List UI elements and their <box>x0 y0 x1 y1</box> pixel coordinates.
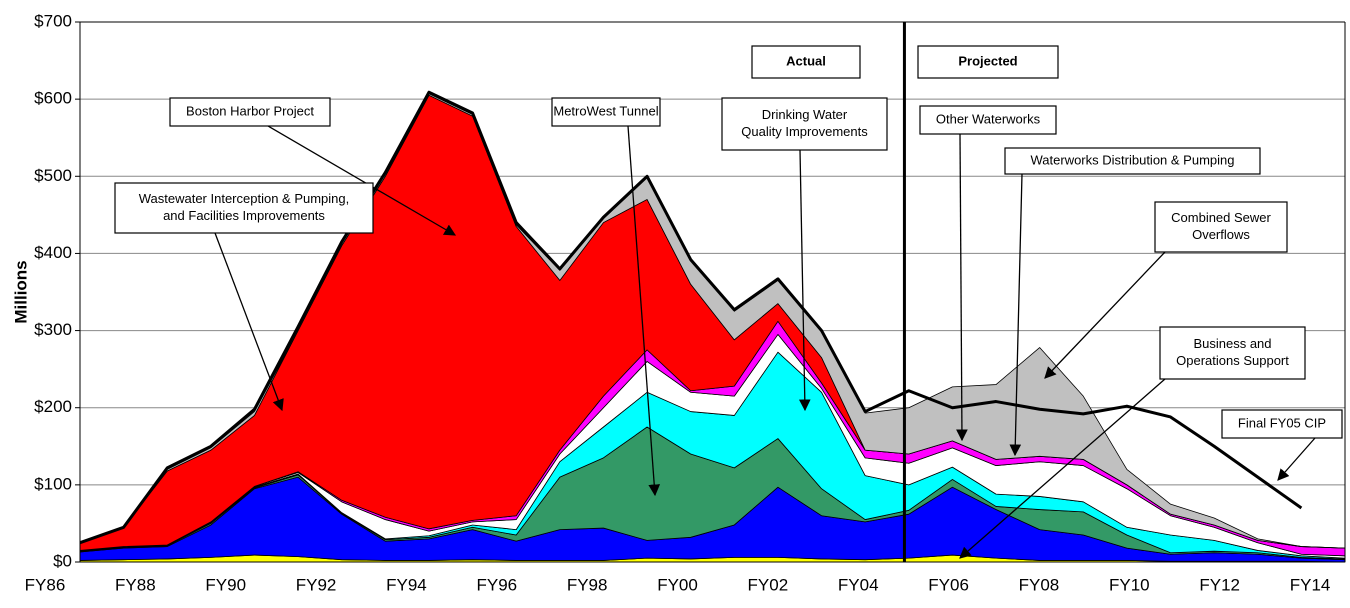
y-tick-label: $500 <box>34 166 72 185</box>
y-tick-label: $700 <box>34 11 72 30</box>
x-tick-label: FY04 <box>838 575 879 594</box>
x-tick-label: FY94 <box>386 575 427 594</box>
x-tick-label: FY08 <box>1019 575 1060 594</box>
x-tick-label: FY90 <box>205 575 246 594</box>
y-axis-title: Millions <box>11 260 30 323</box>
x-tick-label: FY10 <box>1109 575 1150 594</box>
y-tick-label: $300 <box>34 320 72 339</box>
total-line <box>79 90 1303 545</box>
annotation-box <box>114 182 374 234</box>
annotation-text: Final FY05 CIP <box>1238 415 1326 430</box>
annotation-box <box>751 45 861 79</box>
annotation-text: and Facilities Improvements <box>163 208 325 223</box>
annotation-text: Business and <box>1193 336 1271 351</box>
annotation-text: Other Waterworks <box>936 111 1041 126</box>
annotation-box <box>1004 147 1261 175</box>
x-tick-label: FY86 <box>25 575 66 594</box>
annotation-box <box>1154 201 1288 253</box>
y-tick-label: $600 <box>34 89 72 108</box>
annotation-box <box>919 105 1057 135</box>
annotation-text: MetroWest Tunnel <box>553 103 658 118</box>
y-tick-label: $400 <box>34 243 72 262</box>
annotation-arrow <box>627 125 661 497</box>
x-tick-label: FY12 <box>1199 575 1240 594</box>
annotation-text: Projected <box>958 53 1017 68</box>
annotation-arrow <box>959 378 1166 559</box>
annotation-text: Actual <box>786 53 826 68</box>
x-tick-label: FY96 <box>476 575 517 594</box>
annotation-arrow <box>956 133 968 442</box>
annotation-text: Wastewater Interception & Pumping, <box>139 191 350 206</box>
x-tick-label: FY00 <box>657 575 698 594</box>
annotation-text: Boston Harbor Project <box>186 103 314 118</box>
y-tick-label: $0 <box>53 551 72 570</box>
annotation-arrow <box>1044 251 1166 379</box>
annotation-text: Waterworks Distribution & Pumping <box>1031 152 1235 167</box>
x-tick-label: FY92 <box>296 575 337 594</box>
annotation-box <box>721 97 888 151</box>
x-tick-label: FY98 <box>567 575 608 594</box>
y-tick-label: $100 <box>34 474 72 493</box>
annotation-arrow <box>1009 173 1023 457</box>
annotation-arrow <box>267 125 457 236</box>
annotation-box <box>917 45 1059 79</box>
annotation-text: Drinking Water <box>762 107 848 122</box>
annotation-box <box>1221 409 1343 439</box>
x-tick-label: FY02 <box>748 575 789 594</box>
y-tick-label: $200 <box>34 397 72 416</box>
annotation-text: Overflows <box>1192 227 1250 242</box>
x-tick-label: FY88 <box>115 575 156 594</box>
annotation-box <box>169 97 331 127</box>
annotation-arrow <box>798 149 811 412</box>
annotation-arrow <box>214 232 284 412</box>
annotation-box <box>551 97 661 127</box>
annotation-box <box>1159 326 1306 380</box>
x-tick-label: FY14 <box>1290 575 1331 594</box>
annotation-text: Quality Improvements <box>741 124 868 139</box>
annotation-text: Operations Support <box>1176 353 1289 368</box>
x-tick-label: FY06 <box>928 575 969 594</box>
annotation-text: Combined Sewer <box>1171 210 1271 225</box>
annotation-arrow <box>1277 437 1316 481</box>
